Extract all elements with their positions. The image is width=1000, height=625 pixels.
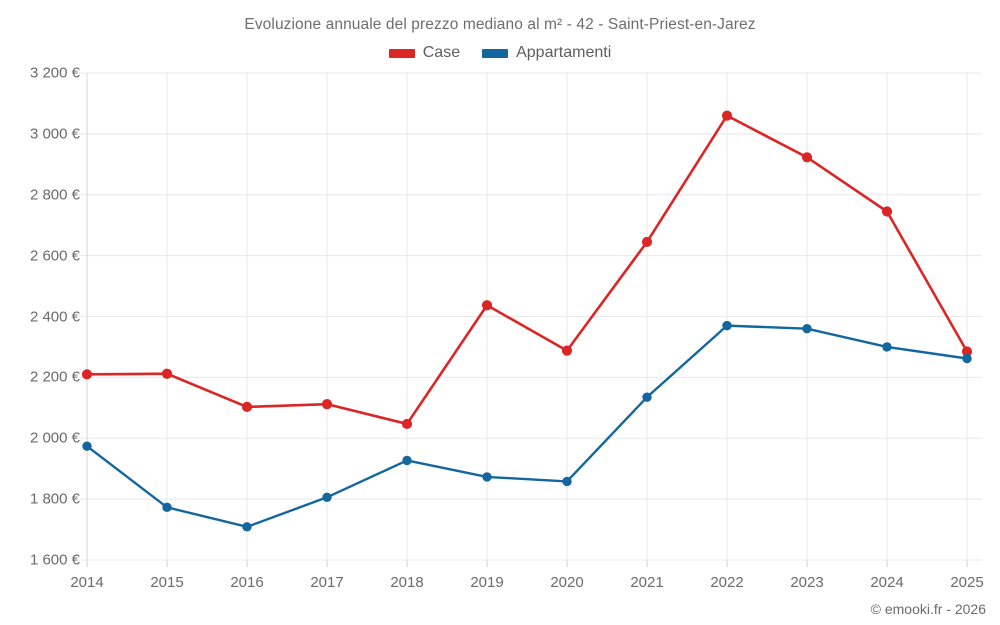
data-point[interactable] bbox=[162, 502, 172, 513]
y-axis-tick-label: 2 000 € bbox=[29, 429, 80, 447]
data-point[interactable] bbox=[401, 418, 413, 430]
data-point[interactable] bbox=[721, 110, 733, 121]
legend-swatch-appartamenti bbox=[482, 48, 509, 58]
x-axis-tick-label: 2015 bbox=[150, 574, 184, 591]
data-point[interactable] bbox=[642, 392, 652, 402]
x-axis-tick-label: 2014 bbox=[70, 574, 104, 591]
x-axis-tick-label: 2017 bbox=[310, 574, 344, 591]
chart-legend: Case Appartamenti bbox=[0, 44, 1000, 62]
data-point[interactable] bbox=[322, 492, 332, 502]
data-point[interactable] bbox=[481, 300, 493, 311]
data-point[interactable] bbox=[321, 399, 333, 410]
data-point[interactable] bbox=[82, 441, 92, 451]
y-axis-tick-label: 2 800 € bbox=[29, 186, 80, 204]
x-axis-tick-label: 2024 bbox=[870, 574, 904, 591]
x-axis-tick-label: 2016 bbox=[230, 574, 264, 591]
x-axis-tick-label: 2019 bbox=[470, 574, 504, 591]
legend-item-case[interactable]: Case bbox=[388, 44, 461, 62]
y-axis-tick-label: 2 200 € bbox=[29, 368, 80, 386]
y-axis-tick-label: 1 800 € bbox=[29, 490, 80, 508]
data-point[interactable] bbox=[402, 455, 412, 466]
x-tick-marks bbox=[86, 560, 968, 567]
y-axis-tick-label: 2 400 € bbox=[29, 308, 80, 325]
x-axis-tick-label: 2022 bbox=[710, 574, 744, 591]
data-point[interactable] bbox=[962, 353, 972, 364]
data-point[interactable] bbox=[81, 369, 93, 380]
data-point[interactable] bbox=[882, 342, 892, 352]
data-point[interactable] bbox=[641, 236, 653, 248]
data-point[interactable] bbox=[241, 401, 253, 412]
data-point[interactable] bbox=[722, 320, 732, 331]
data-point[interactable] bbox=[561, 345, 573, 356]
series-line-case bbox=[85, 114, 969, 426]
data-point[interactable] bbox=[961, 346, 973, 357]
data-point[interactable] bbox=[242, 522, 252, 532]
legend-label-case: Case bbox=[422, 44, 461, 61]
series-points bbox=[81, 110, 973, 532]
y-axis-tick-label: 3 200 € bbox=[29, 64, 80, 82]
footer-credit: © emooki.fr - 2026 bbox=[870, 601, 986, 617]
gridlines bbox=[79, 72, 982, 561]
data-point[interactable] bbox=[801, 152, 813, 163]
legend-item-appartamenti[interactable]: Appartamenti bbox=[482, 44, 611, 62]
series-line-appartamenti bbox=[85, 324, 969, 529]
y-axis-tick-label: 1 600 € bbox=[29, 551, 80, 569]
chart-title: Evoluzione annuale del prezzo mediano al… bbox=[244, 16, 756, 33]
legend-swatch-case bbox=[388, 48, 415, 58]
y-axis-tick-label: 3 000 € bbox=[29, 125, 80, 143]
data-point[interactable] bbox=[881, 206, 893, 217]
series-lines bbox=[85, 114, 969, 529]
x-axis-tick-label: 2021 bbox=[630, 574, 664, 591]
y-axis-tick-label: 2 600 € bbox=[29, 247, 80, 265]
legend-label-appartamenti: Appartamenti bbox=[516, 44, 612, 61]
data-point[interactable] bbox=[562, 476, 572, 487]
x-axis-tick-label: 2020 bbox=[550, 574, 584, 591]
x-axis-tick-label: 2023 bbox=[790, 574, 824, 591]
data-point[interactable] bbox=[482, 472, 492, 482]
data-point[interactable] bbox=[802, 323, 812, 334]
x-axis-tick-label: 2018 bbox=[390, 574, 424, 591]
data-point[interactable] bbox=[161, 368, 173, 379]
x-axis-tick-label: 2025 bbox=[950, 574, 984, 591]
